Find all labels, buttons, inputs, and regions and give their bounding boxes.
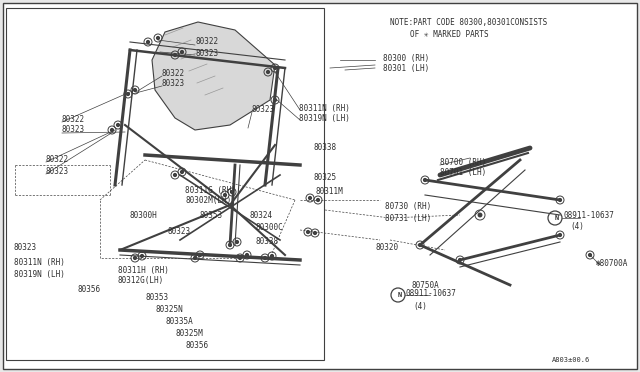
Text: 80353: 80353	[200, 211, 223, 219]
Text: 80311N (RH): 80311N (RH)	[14, 257, 65, 266]
Text: 80323: 80323	[14, 244, 37, 253]
Circle shape	[559, 199, 561, 201]
Circle shape	[239, 257, 241, 259]
Circle shape	[141, 254, 143, 257]
Text: 80300H: 80300H	[130, 211, 157, 219]
Text: 80323: 80323	[46, 167, 69, 176]
Circle shape	[127, 93, 129, 95]
Text: 80319N (LH): 80319N (LH)	[14, 269, 65, 279]
Text: 80300C: 80300C	[255, 224, 283, 232]
Circle shape	[228, 244, 232, 246]
Text: 80731 (LH): 80731 (LH)	[385, 214, 431, 222]
Text: 80750A: 80750A	[412, 280, 440, 289]
Text: (4): (4)	[570, 222, 584, 231]
Text: N: N	[398, 292, 402, 298]
Text: 80323: 80323	[195, 48, 218, 58]
Circle shape	[173, 174, 177, 176]
Text: 80322: 80322	[195, 38, 218, 46]
Text: 80325M: 80325M	[175, 330, 203, 339]
Text: 80319N (LH): 80319N (LH)	[299, 113, 350, 122]
Text: 80311N (RH): 80311N (RH)	[299, 103, 350, 112]
Text: ❃80700A: ❃80700A	[596, 259, 628, 267]
Circle shape	[317, 199, 319, 201]
Text: 80323: 80323	[168, 228, 191, 237]
Circle shape	[267, 71, 269, 73]
Circle shape	[134, 257, 136, 259]
Circle shape	[157, 36, 159, 39]
Circle shape	[274, 99, 276, 102]
Circle shape	[180, 51, 184, 54]
Text: 80301 (LH): 80301 (LH)	[383, 64, 429, 73]
Circle shape	[193, 257, 196, 259]
Circle shape	[223, 193, 227, 196]
Text: 80700 (RH): 80700 (RH)	[440, 157, 486, 167]
Circle shape	[173, 54, 177, 57]
Text: 80325N: 80325N	[155, 305, 183, 314]
Circle shape	[274, 67, 276, 70]
Text: NOTE:PART CODE 80300,80301CONSISTS: NOTE:PART CODE 80300,80301CONSISTS	[390, 17, 547, 26]
Text: 80322: 80322	[62, 115, 85, 125]
Circle shape	[198, 254, 202, 256]
Text: 80311M: 80311M	[315, 187, 343, 196]
Circle shape	[314, 232, 316, 234]
Circle shape	[236, 241, 239, 243]
Text: 80311G (RH): 80311G (RH)	[185, 186, 236, 195]
Text: 80356: 80356	[78, 285, 101, 295]
Circle shape	[180, 171, 184, 173]
Circle shape	[134, 89, 136, 92]
Text: 80311H (RH): 80311H (RH)	[118, 266, 169, 275]
Circle shape	[478, 213, 482, 217]
FancyBboxPatch shape	[6, 8, 324, 360]
Text: 80323: 80323	[162, 78, 185, 87]
Circle shape	[230, 190, 234, 193]
Text: 80322: 80322	[162, 68, 185, 77]
Circle shape	[246, 254, 248, 256]
Text: 80730 (RH): 80730 (RH)	[385, 202, 431, 212]
Text: 80322: 80322	[46, 155, 69, 164]
Text: A803±00.6: A803±00.6	[552, 357, 590, 363]
Circle shape	[419, 244, 421, 246]
Circle shape	[589, 254, 591, 256]
Text: 80325: 80325	[313, 173, 336, 183]
Circle shape	[459, 259, 461, 262]
Text: 80302M(LH): 80302M(LH)	[185, 196, 231, 205]
Text: 80323: 80323	[62, 125, 85, 135]
Text: 08911-10637: 08911-10637	[563, 211, 614, 219]
Circle shape	[308, 196, 312, 199]
Text: 80356: 80356	[185, 341, 208, 350]
FancyBboxPatch shape	[3, 3, 637, 369]
Circle shape	[424, 179, 426, 182]
Text: 80320: 80320	[375, 244, 398, 253]
Text: 80338: 80338	[255, 237, 278, 247]
Text: OF ✳ MARKED PARTS: OF ✳ MARKED PARTS	[410, 29, 488, 38]
Text: 80338: 80338	[313, 144, 336, 153]
Text: 08911-10637: 08911-10637	[406, 289, 457, 298]
Text: (4): (4)	[413, 301, 427, 311]
Circle shape	[271, 254, 273, 257]
Text: 80312G(LH): 80312G(LH)	[118, 276, 164, 285]
Circle shape	[307, 231, 309, 233]
Text: N: N	[555, 215, 559, 221]
Circle shape	[116, 124, 120, 126]
Polygon shape	[152, 22, 275, 130]
Text: 80300 (RH): 80300 (RH)	[383, 54, 429, 62]
Text: 80324: 80324	[250, 211, 273, 219]
Circle shape	[264, 257, 266, 259]
Circle shape	[147, 41, 149, 44]
Circle shape	[559, 234, 561, 236]
Text: 80323: 80323	[252, 106, 275, 115]
Text: 80335A: 80335A	[165, 317, 193, 327]
Text: 80353: 80353	[145, 294, 168, 302]
Circle shape	[111, 129, 113, 131]
Text: 80701 (LH): 80701 (LH)	[440, 169, 486, 177]
